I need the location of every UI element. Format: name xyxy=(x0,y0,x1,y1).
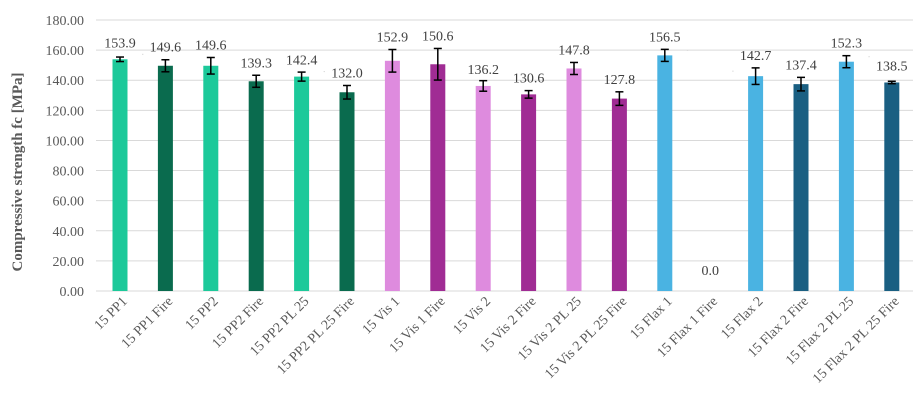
data-label: 150.6 xyxy=(422,29,454,44)
y-tick-label: 40.00 xyxy=(53,225,85,240)
data-label: 0.0 xyxy=(701,264,719,279)
data-label: 127.8 xyxy=(604,73,636,88)
bar xyxy=(657,55,673,291)
error-bars xyxy=(116,47,896,107)
bar xyxy=(112,59,128,291)
bar xyxy=(748,76,764,291)
bar xyxy=(793,84,809,292)
bars xyxy=(112,55,900,292)
y-axis-ticks: 0.00 20.00 40.00 60.00 80.00 100.00 120.00 140.… xyxy=(46,14,85,300)
bar xyxy=(384,60,400,292)
data-label: 156.5 xyxy=(649,30,681,45)
x-tick-label: 15 PP2 xyxy=(183,294,222,333)
bar xyxy=(430,64,446,291)
bar xyxy=(203,65,219,291)
y-tick-label: 180.00 xyxy=(46,14,85,29)
bar xyxy=(294,76,310,291)
data-label: 147.8 xyxy=(558,43,590,58)
bar xyxy=(884,82,900,291)
data-label: 137.4 xyxy=(785,58,817,73)
y-tick-label: 160.00 xyxy=(46,44,85,59)
y-tick-label: 120.00 xyxy=(46,104,85,119)
x-tick-label: 15 Vis 1 xyxy=(360,294,403,337)
y-tick-label: 100.00 xyxy=(46,134,85,149)
bar xyxy=(248,81,264,291)
y-tick-label: 0.00 xyxy=(60,285,85,300)
x-tick-label: 15 Vis 2 PL 25 Fire xyxy=(542,294,630,382)
data-label: 132.0 xyxy=(331,66,363,81)
data-label: 139.3 xyxy=(240,56,272,71)
y-tick-label: 140.00 xyxy=(46,74,85,89)
bar xyxy=(157,65,173,291)
bar xyxy=(611,98,627,291)
label-leader-lines xyxy=(142,49,870,73)
data-label: 136.2 xyxy=(467,63,499,78)
bar xyxy=(475,85,491,292)
data-label: 149.6 xyxy=(150,41,182,56)
bar xyxy=(521,94,537,291)
x-tick-label: 15 Flax 2 PL 25 Fire xyxy=(810,294,902,386)
data-label: 153.9 xyxy=(104,36,136,51)
y-tick-label: 60.00 xyxy=(53,195,85,210)
x-tick-label: 15 PP1 xyxy=(92,294,131,333)
gridlines xyxy=(96,19,913,292)
data-label: 149.6 xyxy=(195,38,227,53)
x-tick-label: 15 Vis 2 xyxy=(451,294,494,337)
bar xyxy=(566,68,582,292)
y-tick-label: 80.00 xyxy=(53,165,85,180)
data-label: 152.3 xyxy=(831,37,863,52)
data-label: 142.7 xyxy=(740,49,772,64)
y-tick-label: 20.00 xyxy=(53,255,85,270)
bar xyxy=(339,92,355,292)
data-labels: 153.9 149.6 149.6 139.3 142.4 132.0 152.9 150.6… xyxy=(104,29,907,279)
x-tick-label: 15 PP2 PL 25 Fire xyxy=(274,294,357,377)
data-label: 152.9 xyxy=(377,31,409,46)
y-axis-title: Compressive strength fc [MPa] xyxy=(10,73,26,272)
bar xyxy=(838,61,854,291)
data-label: 138.5 xyxy=(876,59,908,74)
data-label: 142.4 xyxy=(286,54,318,69)
data-label: 130.6 xyxy=(513,71,545,86)
